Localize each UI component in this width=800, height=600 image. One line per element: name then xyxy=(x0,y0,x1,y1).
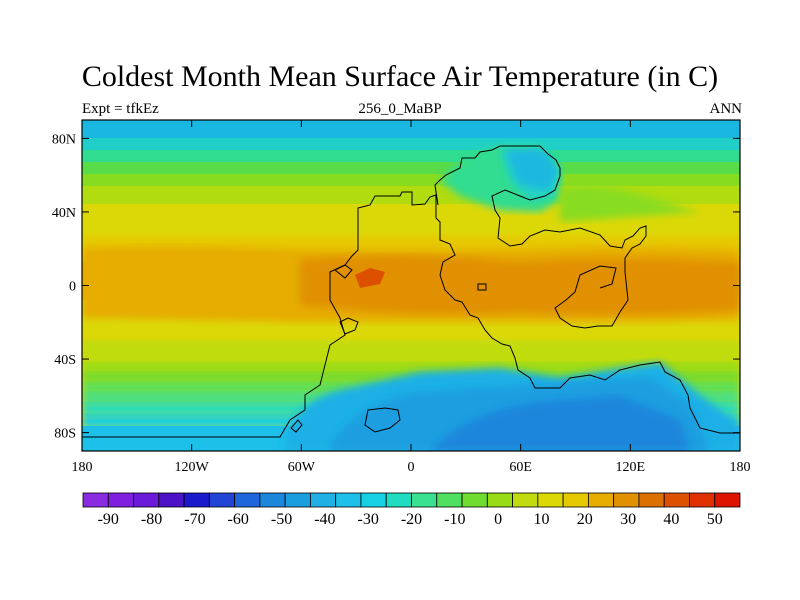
x-axis: 180 120W 60W 0 60E 120E 180 xyxy=(72,120,751,475)
colorbar-swatch xyxy=(133,492,160,508)
colorbar-swatch xyxy=(461,492,488,508)
colorbar-swatch xyxy=(284,492,311,508)
colorbar-label: 40 xyxy=(663,511,679,528)
colorbar-label: 10 xyxy=(533,511,549,528)
colorbar-label: 30 xyxy=(620,511,636,528)
colorbar-swatch xyxy=(259,492,286,508)
colorbar-label: -50 xyxy=(271,511,292,528)
y-tick-label: 0 xyxy=(69,280,76,295)
figure-title: Coldest Month Mean Surface Air Temperatu… xyxy=(81,60,719,93)
x-tick-label: 120W xyxy=(175,460,210,475)
colorbar-label: -60 xyxy=(228,511,249,528)
colorbar-swatch xyxy=(663,492,690,508)
colorbar-swatch xyxy=(436,492,463,508)
colorbar-swatch xyxy=(587,492,615,508)
colorbar-swatch xyxy=(310,492,337,508)
y-tick-label: 80N xyxy=(52,132,76,147)
colorbar-swatch xyxy=(385,492,412,508)
x-tick-label: 0 xyxy=(408,460,415,475)
colorbar-label: -70 xyxy=(184,511,205,528)
x-tick-label: 120E xyxy=(616,460,646,475)
coastline xyxy=(82,145,740,438)
experiment-label: Expt = tfkEz xyxy=(82,101,159,117)
colorbar-swatch xyxy=(613,492,640,508)
colorbar-swatch xyxy=(562,492,589,508)
colorbar-swatch xyxy=(234,492,261,508)
y-tick-label: 80S xyxy=(54,427,76,442)
colorbar-swatch xyxy=(512,492,539,508)
period-label: 256_0_MaBP xyxy=(358,101,442,117)
x-tick-label: 180 xyxy=(730,460,751,475)
colorbar-swatch xyxy=(638,492,665,508)
colorbar-label: -30 xyxy=(358,511,379,528)
x-tick-label: 60E xyxy=(509,460,532,475)
temperature-field xyxy=(82,120,740,451)
colorbar-swatch xyxy=(158,492,185,508)
colorbar-swatch xyxy=(107,492,134,508)
colorbar-swatch xyxy=(208,492,236,508)
y-tick-label: 40S xyxy=(54,353,76,368)
x-tick-label: 180 xyxy=(72,460,93,475)
y-axis: 80N 40N 0 40S 80S xyxy=(52,132,740,442)
colorbar-swatch xyxy=(82,492,109,508)
colorbar-swatch xyxy=(335,492,362,508)
colorbar-swatch xyxy=(714,492,741,508)
colorbar: -90 -80 -70 -60 -50 -40 -30 -20 -10 0 10 20 30 40 50 xyxy=(82,492,741,528)
colorbar-label: -40 xyxy=(314,511,335,528)
colorbar-swatch xyxy=(537,492,564,508)
colorbar-label: -10 xyxy=(444,511,465,528)
colorbar-swatch xyxy=(360,492,387,508)
y-tick-label: 40N xyxy=(52,206,76,221)
colorbar-label: 0 xyxy=(494,511,502,528)
colorbar-label: -80 xyxy=(141,511,162,528)
season-label: ANN xyxy=(709,101,743,117)
colorbar-swatch xyxy=(486,492,513,508)
x-tick-label: 60W xyxy=(288,460,316,475)
colorbar-swatch xyxy=(183,492,210,508)
colorbar-label: 20 xyxy=(577,511,593,528)
colorbar-swatch xyxy=(411,492,438,508)
colorbar-label: -90 xyxy=(98,511,119,528)
colorbar-label: 50 xyxy=(707,511,723,528)
colorbar-swatch xyxy=(689,492,716,508)
colorbar-label: -20 xyxy=(401,511,422,528)
